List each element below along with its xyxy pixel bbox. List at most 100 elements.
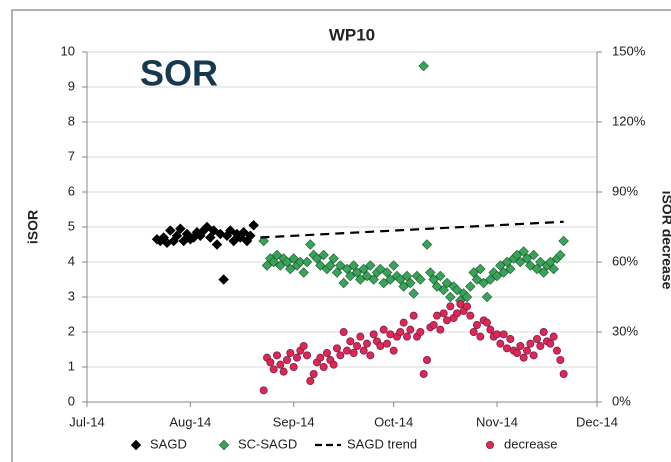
point — [299, 341, 308, 350]
point — [355, 274, 366, 285]
point — [322, 348, 331, 357]
point — [442, 316, 451, 325]
point — [419, 369, 428, 378]
point — [342, 346, 351, 355]
point — [518, 246, 529, 257]
legend: SAGD SC-SAGD SAGD trend decrease — [130, 436, 557, 451]
point — [429, 320, 438, 329]
trend-line — [260, 220, 564, 239]
legend-symbol — [485, 440, 494, 449]
point — [378, 277, 389, 289]
point — [466, 311, 475, 320]
point — [398, 281, 409, 292]
y-tick-label: 5 — [68, 218, 75, 233]
point — [385, 274, 396, 285]
point — [395, 274, 406, 285]
point — [279, 367, 288, 376]
x-tick-label: Oct-14 — [374, 414, 413, 429]
point — [309, 369, 318, 378]
point — [238, 227, 249, 238]
y2-tick-label: 60% — [612, 253, 638, 268]
point — [358, 263, 369, 275]
y2-tick-label: 120% — [612, 113, 646, 128]
y2-tick-label: 90% — [612, 183, 638, 198]
point — [525, 260, 536, 271]
point — [496, 339, 505, 348]
point — [349, 348, 358, 357]
point — [505, 263, 516, 275]
y-tick-label: 10 — [61, 43, 75, 58]
point — [366, 351, 375, 360]
point — [415, 274, 426, 285]
point — [351, 267, 363, 278]
legend-label: SC-SAGD — [238, 436, 297, 451]
point — [462, 302, 471, 311]
frame — [11, 9, 671, 462]
point — [311, 253, 323, 264]
point — [559, 369, 568, 378]
point — [282, 355, 291, 364]
x-tick-label: Aug-14 — [169, 414, 211, 429]
point — [402, 332, 411, 341]
y-tick-label: 7 — [68, 148, 75, 163]
point — [469, 327, 478, 336]
point — [549, 332, 558, 341]
point — [539, 327, 548, 336]
y2-tick-label: 30% — [612, 323, 638, 338]
point — [225, 225, 236, 236]
point — [406, 325, 415, 334]
point — [285, 263, 296, 275]
point — [338, 277, 349, 289]
point — [271, 249, 283, 261]
x-tick-label: Nov-14 — [476, 414, 518, 429]
y-tick-label: 4 — [68, 253, 75, 268]
point — [515, 256, 526, 268]
x-tick-label: Sep-14 — [273, 414, 315, 429]
point — [498, 267, 509, 278]
point — [388, 260, 399, 271]
point — [461, 291, 473, 303]
point — [381, 267, 393, 278]
point — [418, 60, 429, 72]
point — [421, 239, 433, 250]
point — [436, 325, 445, 334]
point — [369, 330, 378, 339]
point — [495, 260, 506, 271]
grid: 0 1 2 3 4 5 6 7 8 9 10 0% 30% 60% 90% 120% 150% Jul-14 Aug… — [61, 43, 646, 429]
point — [379, 325, 388, 334]
point — [318, 249, 329, 261]
point — [356, 332, 365, 341]
y-tick-label: 0 — [68, 393, 75, 408]
point — [306, 376, 315, 385]
point — [316, 353, 325, 362]
legend-label: SAGD trend — [347, 436, 417, 451]
point — [523, 346, 532, 355]
point — [502, 344, 511, 353]
point — [375, 263, 386, 275]
point — [533, 334, 542, 343]
y2-tick-label: 0% — [612, 393, 631, 408]
point — [365, 260, 376, 271]
annotation: SOR — [140, 53, 218, 94]
point — [266, 358, 275, 367]
point — [452, 309, 461, 318]
point — [438, 284, 449, 296]
point — [208, 225, 219, 236]
point — [399, 318, 408, 327]
point — [476, 332, 485, 341]
point — [286, 348, 295, 357]
point — [481, 291, 493, 303]
point — [553, 346, 562, 355]
point — [368, 274, 379, 285]
point — [382, 339, 391, 348]
point — [362, 339, 371, 348]
point — [535, 256, 546, 268]
point — [451, 284, 463, 296]
y-tick-label: 6 — [68, 183, 75, 198]
point — [478, 277, 489, 289]
point — [485, 274, 496, 285]
point — [268, 256, 279, 268]
point — [521, 253, 533, 264]
point — [201, 221, 213, 233]
point — [506, 334, 515, 343]
